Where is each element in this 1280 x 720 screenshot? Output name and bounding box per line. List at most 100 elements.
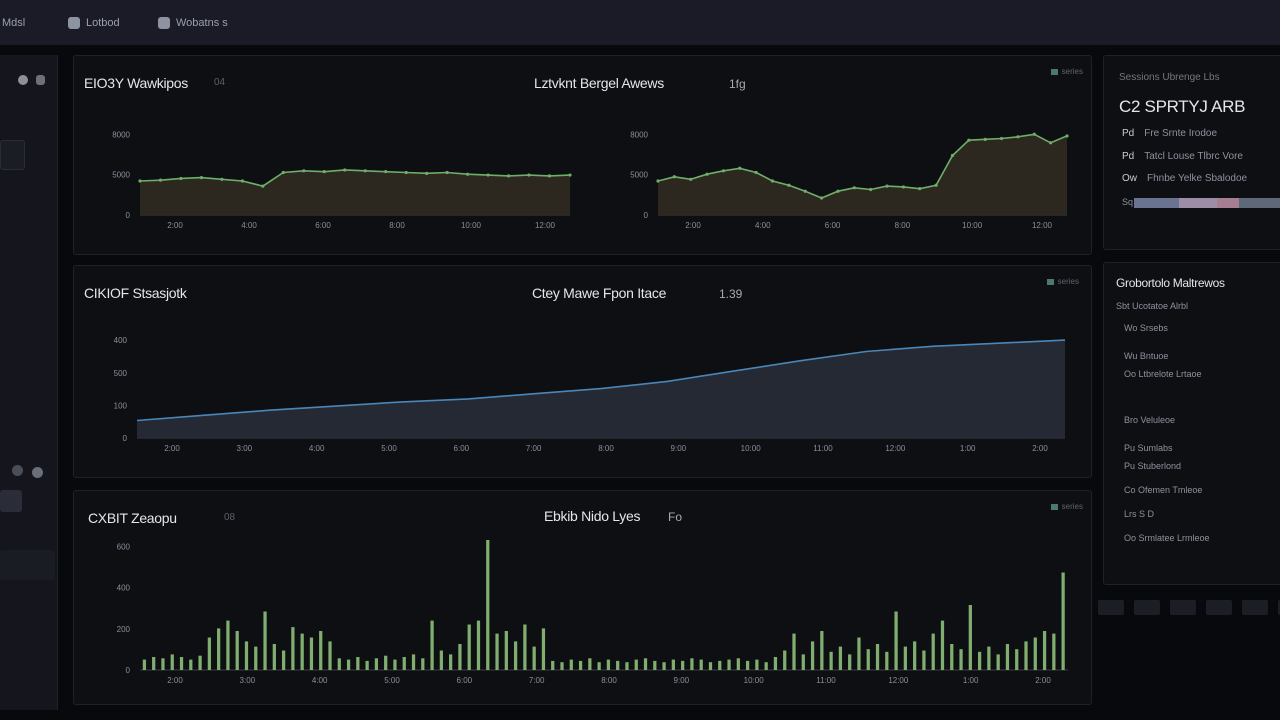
page-button[interactable] (1170, 600, 1196, 615)
data-point (199, 176, 204, 180)
x-tick-label: 10:00 (741, 444, 762, 453)
x-tick-label: 8:00 (601, 676, 617, 685)
x-tick-label: 10:00 (962, 221, 983, 230)
bar (634, 659, 638, 670)
details-row[interactable]: Pu Stuberlond (1124, 461, 1182, 471)
bar (458, 644, 462, 670)
details-row[interactable]: Sbt Ucotatoe Alrbl (1116, 301, 1189, 311)
bar (384, 655, 388, 670)
user-icon[interactable] (18, 75, 28, 85)
bar (950, 644, 954, 670)
bar (170, 654, 174, 670)
x-tick-label: 2:00 (685, 221, 701, 230)
progress-segment (1216, 198, 1239, 208)
bar (838, 646, 843, 670)
bar (875, 644, 880, 670)
chart-value: 1.39 (719, 287, 743, 301)
y-tick-label: 0 (126, 666, 131, 675)
add-icon[interactable] (32, 467, 43, 478)
page-button[interactable] (1206, 600, 1232, 615)
bar (430, 620, 434, 670)
panel-title: EIO3Y Wawkipos (84, 75, 188, 91)
page-button[interactable] (1134, 600, 1160, 615)
sidebar-input[interactable] (0, 140, 25, 170)
x-tick-label: 8:00 (895, 221, 911, 230)
bar (597, 662, 601, 670)
x-tick-label: 4:00 (755, 221, 771, 230)
details-row[interactable]: Oo Srmlatee Lrmleoe (1124, 533, 1210, 543)
x-tick-label: 10:00 (461, 221, 482, 230)
bar (755, 659, 759, 670)
bar (365, 660, 369, 670)
x-tick-label: 12:00 (535, 221, 556, 230)
bar (291, 627, 295, 670)
panel-workloads: EIO3Y Wawkipos 04 Lztvknt Bergel Awews 1… (73, 55, 1092, 255)
bar (671, 659, 675, 670)
sidebar-item[interactable] (0, 550, 55, 580)
legend[interactable]: series (1046, 277, 1079, 286)
data-point (689, 177, 693, 181)
page-button[interactable] (1242, 600, 1268, 615)
data-point (820, 196, 824, 200)
data-point (158, 178, 163, 182)
bar (940, 620, 945, 670)
x-tick-label: 4:00 (241, 221, 257, 230)
x-tick-label: 12:00 (885, 444, 906, 453)
details-row[interactable]: Wu Bntuoe (1124, 351, 1169, 361)
bar (569, 659, 573, 670)
y-tick-label: 400 (114, 336, 128, 345)
x-tick-label: 2:00 (1032, 444, 1048, 453)
details-row[interactable]: Wo Srsebs (1124, 323, 1168, 333)
x-tick-label: 7:00 (526, 444, 542, 453)
details-row[interactable]: Co Ofemen Tmleoe (1124, 485, 1203, 495)
legend[interactable]: series (1050, 67, 1083, 76)
y-tick-label: 0 (126, 211, 131, 220)
details-row[interactable]: Oo Ltbrelote Lrtaoe (1124, 369, 1202, 379)
y-tick-label: 8000 (630, 130, 648, 139)
toggle-icon[interactable] (12, 465, 23, 476)
data-point (967, 138, 971, 142)
topbar-item-2[interactable]: Wobatns s (158, 16, 228, 29)
bar (1042, 631, 1047, 670)
page-button[interactable] (1278, 600, 1280, 615)
chart-value: 1fg (729, 77, 746, 91)
bar (968, 605, 972, 670)
topbar-item-1[interactable]: Lotbod (68, 16, 120, 29)
bar (727, 659, 731, 670)
bar (541, 628, 546, 670)
bar (281, 650, 286, 670)
bar (977, 651, 982, 670)
data-point (547, 174, 552, 178)
panel-badge: 08 (224, 512, 236, 523)
bar (523, 624, 527, 670)
details-row[interactable]: Bro Veluleoe (1124, 415, 1176, 425)
bar (922, 650, 926, 670)
bar (690, 658, 694, 670)
bar (328, 641, 332, 670)
series-line (657, 133, 1068, 199)
summary-title: C2 SPRTYJ ARB (1119, 97, 1246, 116)
bar (226, 620, 230, 670)
bar (616, 660, 620, 670)
x-tick-label: 11:00 (813, 444, 833, 453)
bar (189, 659, 193, 670)
sidebar-item-active[interactable] (0, 490, 22, 512)
bar (495, 633, 499, 670)
details-row[interactable]: Lrs S D (1124, 509, 1155, 519)
settings-icon[interactable] (36, 75, 45, 85)
bar (319, 631, 323, 670)
bar (393, 659, 397, 670)
data-point (901, 185, 906, 189)
page-button[interactable] (1098, 600, 1124, 615)
details-title: Grobortolo Maltrewos (1116, 276, 1225, 290)
data-point (240, 179, 244, 183)
legend[interactable]: series (1050, 502, 1083, 511)
progress-segment (1134, 198, 1179, 208)
data-point (869, 187, 873, 192)
x-tick-label: 12:00 (888, 676, 909, 685)
data-point (322, 170, 326, 174)
bar (848, 654, 852, 670)
topbar-item-0[interactable]: Mdsl (2, 16, 26, 29)
details-row[interactable]: Pu Sumlabs (1124, 443, 1173, 453)
